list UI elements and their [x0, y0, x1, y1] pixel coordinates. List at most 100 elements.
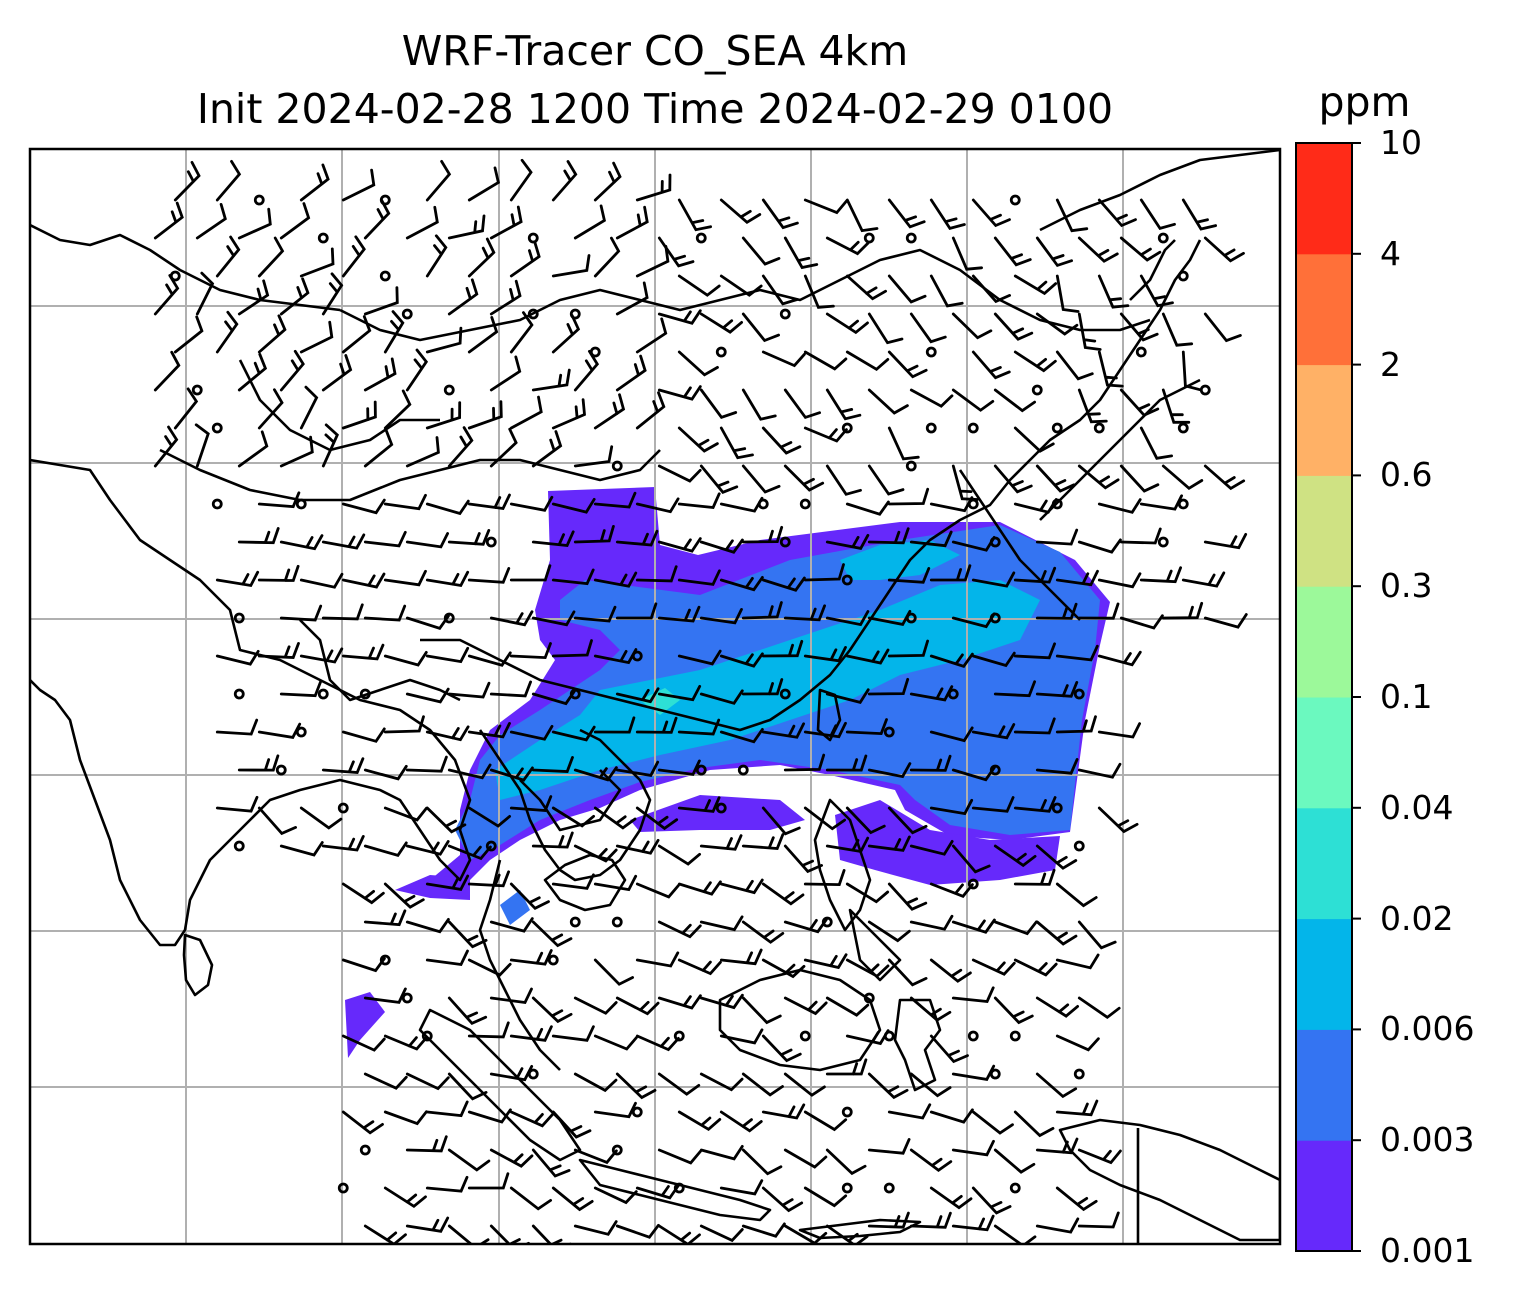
wind-barb	[699, 993, 744, 1010]
wind-barb	[657, 385, 702, 401]
wind-barb	[279, 277, 310, 316]
wind-barb	[803, 721, 847, 739]
wind-barb	[1035, 996, 1079, 1018]
colorbar-tick-label: 0.6	[1380, 455, 1433, 495]
wind-barb	[363, 764, 408, 781]
wind-barb	[341, 235, 366, 278]
calm-wind-marker	[359, 1144, 371, 1156]
wind-barb	[1119, 464, 1160, 493]
colorbar	[1295, 142, 1361, 1252]
wind-barb	[551, 639, 593, 658]
wind-barb	[489, 279, 522, 316]
wind-barb	[1077, 464, 1120, 490]
wind-barb	[383, 569, 427, 587]
wind-barb	[909, 312, 947, 344]
wind-barb	[887, 426, 920, 461]
wind-barb	[677, 569, 721, 586]
wind-barb	[425, 1100, 469, 1118]
wind-barb	[573, 445, 614, 468]
wind-barb	[447, 278, 479, 316]
wind-barb	[699, 834, 743, 851]
wind-barb	[929, 274, 964, 308]
wind-barb	[447, 426, 474, 468]
wind-barb	[1035, 602, 1078, 620]
calm-wind-marker	[779, 536, 791, 548]
wind-barb	[573, 349, 600, 392]
wind-barb	[1097, 722, 1141, 739]
wind-barb	[405, 840, 450, 856]
wind-barb	[405, 436, 440, 468]
wind-barb	[383, 1034, 428, 1051]
wind-barb	[509, 1186, 552, 1211]
wind-barb	[867, 1211, 910, 1229]
wind-barb	[1013, 274, 1058, 296]
wind-barb	[845, 1029, 890, 1046]
colorbar-swatch	[1296, 918, 1352, 1030]
wind-barb	[1077, 996, 1121, 1020]
wind-barb	[951, 464, 979, 501]
wind-barb	[803, 1110, 848, 1132]
wind-barb	[887, 274, 927, 304]
wind-barb	[657, 844, 701, 866]
wind-barb	[761, 1186, 804, 1213]
wind-barb	[1097, 806, 1139, 834]
calm-wind-marker	[1199, 384, 1211, 396]
wind-barb	[615, 687, 660, 704]
wind-barb	[425, 160, 452, 202]
wind-barb	[1055, 350, 1094, 381]
wind-barb	[1035, 312, 1079, 336]
calm-wind-marker	[1009, 194, 1021, 206]
colorbar-swatch	[1296, 697, 1352, 809]
calm-wind-marker	[253, 194, 265, 206]
calm-wind-marker	[925, 422, 937, 434]
wind-barb	[825, 1058, 868, 1076]
wind-barb	[279, 841, 324, 857]
wind-barb	[761, 722, 805, 739]
wind-barb	[783, 844, 823, 874]
wind-barb	[825, 236, 870, 256]
wind-barb	[761, 426, 802, 455]
wind-barb	[215, 718, 259, 736]
wind-barb	[971, 723, 1016, 740]
wind-barb	[677, 198, 712, 232]
wind-barb	[447, 763, 492, 780]
wind-barb	[593, 236, 621, 278]
coast-india	[30, 458, 472, 947]
wind-barb	[867, 388, 909, 415]
wind-barb	[1139, 426, 1173, 460]
wind-barb	[719, 496, 764, 513]
wind-barb	[173, 387, 199, 430]
calm-wind-marker	[1031, 384, 1043, 396]
wind-barb	[993, 844, 1037, 868]
wind-barb	[593, 716, 636, 734]
wind-barb	[593, 491, 637, 509]
wind-barb	[635, 245, 670, 278]
wind-barb	[1161, 388, 1191, 424]
wind-barb	[615, 602, 658, 620]
wind-barb	[929, 958, 972, 983]
wind-barb	[425, 326, 463, 354]
wind-barb	[257, 491, 301, 509]
wind-barb	[951, 236, 983, 271]
wind-barb	[467, 1108, 512, 1124]
wind-barb	[551, 806, 595, 828]
wind-barb	[593, 806, 637, 830]
wind-barb	[719, 1179, 764, 1196]
wind-barb	[657, 685, 702, 702]
wind-barb	[783, 604, 826, 622]
wind-barb	[509, 642, 552, 660]
wind-barb	[551, 314, 581, 354]
wind-barb	[405, 1135, 448, 1153]
wind-barb	[803, 350, 848, 371]
wind-barb	[951, 986, 995, 1003]
wind-barb	[635, 173, 672, 202]
wind-barb	[909, 840, 954, 856]
wind-barb	[531, 1224, 572, 1244]
wind-barb	[993, 312, 1034, 341]
calm-wind-marker	[443, 384, 455, 396]
colorbar-tick-label: 10	[1380, 123, 1422, 162]
colorbar-tick-label: 0.3	[1380, 566, 1433, 606]
calm-wind-marker	[317, 688, 329, 700]
calm-wind-marker	[1177, 270, 1189, 282]
wind-barb	[719, 878, 764, 895]
